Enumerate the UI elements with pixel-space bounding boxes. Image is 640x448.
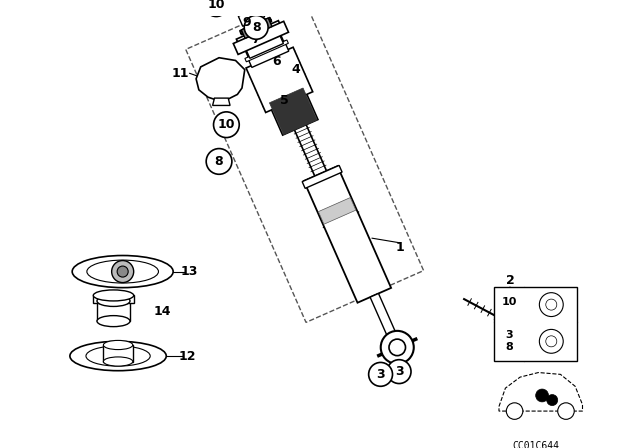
Ellipse shape (87, 260, 159, 283)
Text: 12: 12 (178, 349, 196, 362)
Circle shape (389, 339, 406, 356)
Polygon shape (370, 293, 396, 336)
Circle shape (540, 329, 563, 353)
Text: 7: 7 (251, 33, 259, 46)
Text: 8: 8 (505, 342, 513, 352)
Polygon shape (238, 7, 264, 26)
Circle shape (244, 15, 268, 39)
Polygon shape (269, 88, 317, 135)
Text: 3: 3 (395, 365, 403, 378)
Ellipse shape (72, 255, 173, 288)
Circle shape (546, 299, 557, 310)
Polygon shape (499, 373, 582, 411)
Ellipse shape (93, 290, 134, 301)
Circle shape (204, 0, 228, 17)
Text: 1: 1 (396, 241, 404, 254)
Bar (494, 287, 577, 361)
Bar (104, 345, 132, 362)
Text: 10: 10 (218, 118, 235, 131)
Text: 3: 3 (376, 368, 385, 381)
Polygon shape (234, 22, 289, 54)
Polygon shape (246, 47, 313, 112)
Polygon shape (239, 17, 272, 35)
Circle shape (557, 403, 574, 419)
Text: 8: 8 (215, 155, 223, 168)
Text: 10: 10 (207, 0, 225, 11)
Polygon shape (212, 98, 230, 105)
Polygon shape (236, 21, 282, 47)
Circle shape (387, 360, 411, 383)
Polygon shape (318, 198, 356, 224)
Circle shape (512, 321, 527, 336)
Circle shape (206, 149, 232, 174)
Text: CC01C644: CC01C644 (512, 441, 559, 448)
Polygon shape (245, 40, 289, 62)
Polygon shape (245, 34, 284, 58)
Ellipse shape (97, 295, 130, 306)
Ellipse shape (70, 341, 166, 370)
Ellipse shape (104, 357, 132, 366)
Circle shape (536, 389, 548, 402)
Ellipse shape (86, 346, 150, 366)
Text: 2: 2 (506, 274, 515, 287)
Polygon shape (241, 18, 272, 39)
Ellipse shape (97, 316, 130, 327)
Circle shape (111, 261, 134, 283)
Polygon shape (248, 41, 289, 68)
Text: 9: 9 (242, 16, 250, 29)
Ellipse shape (104, 340, 132, 349)
Circle shape (540, 293, 563, 317)
Text: 6: 6 (273, 55, 281, 68)
Bar (97, 301, 130, 321)
Circle shape (546, 336, 557, 347)
Text: 10: 10 (501, 297, 516, 307)
Polygon shape (196, 58, 244, 101)
Text: 4: 4 (292, 63, 300, 76)
Text: 8: 8 (252, 21, 260, 34)
Polygon shape (304, 166, 391, 303)
Text: 3: 3 (505, 330, 513, 340)
Text: 5: 5 (280, 94, 289, 107)
Bar (93, 295, 134, 303)
Polygon shape (242, 19, 271, 36)
Text: 11: 11 (172, 67, 189, 80)
Circle shape (547, 395, 557, 405)
Circle shape (381, 331, 414, 364)
Circle shape (117, 266, 128, 277)
Circle shape (369, 362, 392, 386)
Circle shape (506, 403, 523, 419)
Text: 13: 13 (181, 265, 198, 278)
Circle shape (214, 112, 239, 138)
Text: 14: 14 (154, 306, 171, 319)
Polygon shape (302, 165, 342, 188)
Ellipse shape (241, 19, 271, 34)
Polygon shape (243, 29, 318, 135)
